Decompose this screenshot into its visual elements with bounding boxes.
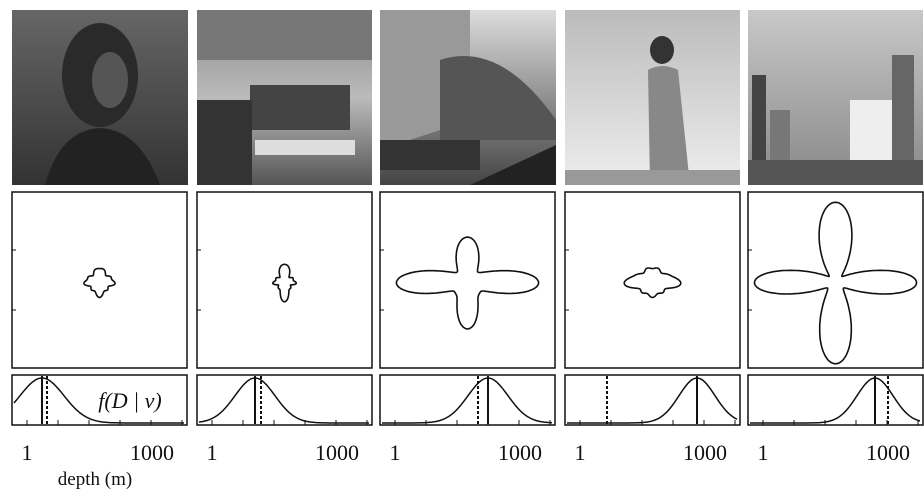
photo-street (380, 10, 556, 185)
density-frame (11, 374, 188, 426)
x-tick-label: 1000 (130, 440, 174, 465)
x-axis-label: depth (m) (58, 469, 132, 490)
contour (83, 267, 116, 299)
contour-frame (379, 191, 556, 369)
density-frame (196, 374, 373, 426)
x-tick-label: 1000 (315, 440, 359, 465)
x-tick-label: 1000 (683, 440, 727, 465)
density-curve (750, 377, 921, 424)
density-curve (567, 377, 738, 424)
density-label: f(D | v) (98, 388, 161, 413)
contour-frame (564, 191, 741, 369)
x-tick-label: 1 (22, 440, 33, 465)
x-tick-label: 1 (207, 440, 218, 465)
photo-city (748, 10, 923, 185)
contour (272, 263, 297, 303)
contour-frame (196, 191, 373, 369)
density-frame (564, 374, 741, 426)
density-frame (747, 374, 924, 426)
x-tick-label: 1 (575, 440, 586, 465)
density-frame (379, 374, 556, 426)
x-tick-label: 1000 (498, 440, 542, 465)
contour (623, 267, 682, 299)
contour-frame (11, 191, 188, 369)
photo-person (565, 10, 740, 185)
contour (395, 236, 540, 330)
x-tick-label: 1000 (866, 440, 910, 465)
photo-statue (12, 10, 188, 185)
x-tick-label: 1 (758, 440, 769, 465)
contour (753, 201, 918, 365)
contour-frame (747, 191, 924, 369)
x-tick-label: 1 (390, 440, 401, 465)
density-curve (382, 377, 553, 424)
density-curve (198, 377, 369, 424)
photo-room (197, 10, 372, 185)
